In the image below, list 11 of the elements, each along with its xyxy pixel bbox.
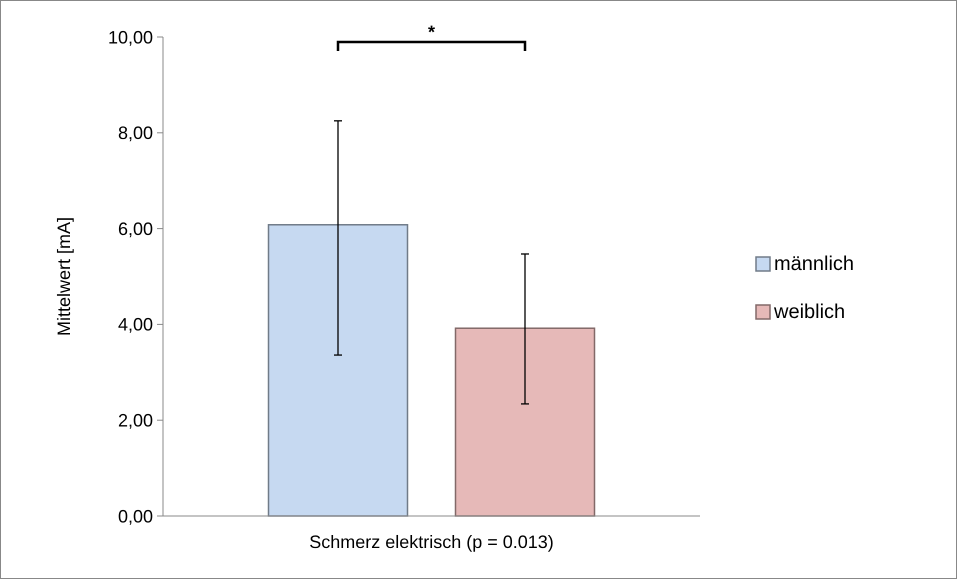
y-tick-label: 4,00 <box>118 314 153 335</box>
annotation: * <box>428 22 436 42</box>
y-tick-label: 2,00 <box>118 410 153 430</box>
legend-label: männlich <box>774 253 854 275</box>
y-tick-label: 8,00 <box>118 123 153 144</box>
y-tick-label: 6,00 <box>118 218 153 239</box>
y-tick-label: 0,00 <box>118 506 153 526</box>
x-tick-label: Schmerz elektrisch (p = 0.013) <box>309 532 554 552</box>
y-axis-title: Mittelwert [mA] <box>54 216 74 336</box>
legend-label: weiblich <box>773 301 846 323</box>
y-tick-label: 10,00 <box>108 27 153 48</box>
